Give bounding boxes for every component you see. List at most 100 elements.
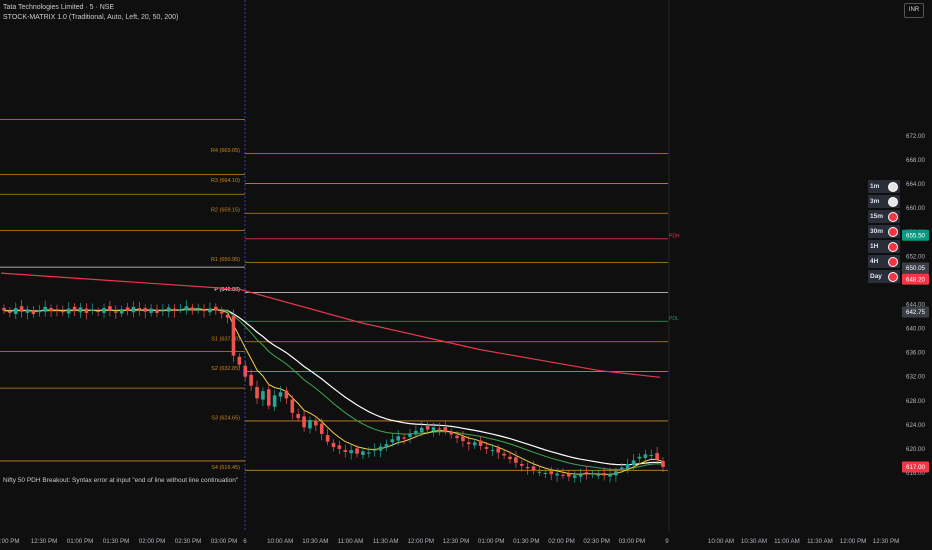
price-tick-label: 668.00 (906, 157, 925, 164)
tf-label: 4H (870, 258, 879, 265)
candle-body (13, 308, 18, 315)
candle-body (443, 427, 448, 431)
candle-body (584, 472, 589, 474)
candle-body (449, 432, 453, 435)
candle-body (655, 453, 659, 460)
candle-body (549, 471, 554, 475)
candle-body (614, 471, 618, 476)
candle-body (590, 473, 595, 475)
candle-body (537, 471, 542, 473)
price-tick-label: 624.00 (906, 422, 925, 429)
candle-body (190, 307, 195, 310)
indicator-legend[interactable]: STOCK-MATRIX 1.0 (Traditional, Auto, Lef… (3, 14, 179, 21)
candle-body (137, 308, 142, 310)
candle-body (219, 311, 224, 314)
candle-body (31, 310, 36, 315)
candle-body (214, 306, 218, 311)
candle-body (119, 309, 124, 314)
time-tick-label: 12:30 PM (873, 538, 899, 545)
candle-body (502, 453, 506, 456)
candle-body (19, 306, 24, 312)
time-tick-label: 03:00 PM (211, 538, 237, 545)
status-dot-icon (888, 181, 898, 192)
candle-body (431, 427, 436, 431)
tf-label: Day (870, 273, 882, 280)
candle-body (314, 421, 318, 426)
candle-body (367, 452, 371, 454)
time-tick-label: 2:00 PM (0, 538, 20, 545)
time-tick-label: 11:30 AM (807, 538, 833, 545)
candle-body (102, 308, 106, 313)
candle-body (155, 309, 159, 313)
candle-body (649, 454, 654, 456)
tf-row-1m: 1m (868, 180, 900, 193)
price-badge-label: 617.00 (906, 464, 925, 471)
candle-body (661, 460, 665, 467)
candle-body (425, 426, 430, 430)
price-tick-label: 628.00 (906, 398, 925, 405)
tf-row-15m: 15m (868, 210, 900, 223)
candle-body (625, 463, 630, 469)
price-badge-label: 655.50 (906, 232, 925, 239)
candle-body (66, 308, 71, 314)
ema20-line (3, 308, 664, 475)
script-error-message: Nifty 50 PDH Breakout: Syntax error at i… (3, 477, 239, 484)
candle-body (90, 309, 95, 312)
price-tick-label: 640.00 (906, 326, 925, 333)
tf-row-day: Day (868, 270, 900, 283)
candle-body (255, 386, 259, 399)
candle-body (355, 448, 359, 454)
price-tick-label: 672.00 (906, 133, 925, 140)
time-tick-label: 01:30 PM (513, 538, 539, 545)
moving-averages (0, 272, 664, 475)
time-tick-label: 01:30 PM (103, 538, 129, 545)
currency-button[interactable]: INR (904, 3, 924, 18)
candle-body (402, 437, 406, 439)
price-badge-label: 642.75 (906, 309, 925, 316)
candle-body (296, 414, 300, 419)
pivot-level-label: S1 (637.80) (211, 336, 240, 342)
time-tick-label: 01:00 PM (478, 538, 504, 545)
candle-body (467, 442, 471, 445)
candle-body (596, 474, 601, 476)
candle-body (519, 463, 524, 466)
candle-body (113, 311, 118, 313)
candle-body (602, 473, 606, 476)
price-tick-label: 660.00 (906, 205, 925, 212)
time-tick-label: 01:00 PM (67, 538, 93, 545)
candle-body (184, 306, 189, 311)
tf-row-30m: 30m (868, 225, 900, 238)
time-tick-label: 11:00 AM (774, 538, 800, 545)
candle-body (372, 449, 377, 451)
time-tick-label: 12:00 PM (840, 538, 866, 545)
time-tick-label: 02:00 PM (548, 538, 574, 545)
price-badges: 655.50 650.05 648.20 642.75 617.00 (902, 229, 929, 473)
tf-row-1h: 1H (868, 240, 900, 253)
candle-body (567, 473, 571, 477)
candle-body (149, 308, 153, 313)
candle-body (437, 428, 442, 430)
candle-body (572, 475, 577, 478)
candle-body (455, 435, 459, 439)
candle-body (78, 307, 83, 313)
tf-label: 30m (870, 228, 884, 235)
tf-label: 1H (870, 243, 879, 250)
status-dot-icon (888, 226, 898, 237)
candle-body (396, 436, 401, 441)
candle-body (349, 450, 353, 454)
candle-body (343, 450, 348, 452)
candle-body (178, 309, 183, 311)
time-tick-label: 10:00 AM (708, 538, 734, 545)
candle-body (384, 444, 389, 448)
candle-body (643, 454, 648, 458)
price-tick-label: 632.00 (906, 374, 925, 381)
candle-body (131, 306, 136, 313)
symbol-title[interactable]: Tata Technologies Limited · 5 · NSE (3, 4, 115, 11)
price-tick-label: 620.00 (906, 446, 925, 453)
candle-body (302, 416, 306, 428)
candle-body (61, 311, 65, 313)
pivot-level-label: P (646.00) (214, 287, 240, 293)
candle-body (108, 306, 112, 311)
candle-body (290, 399, 295, 413)
